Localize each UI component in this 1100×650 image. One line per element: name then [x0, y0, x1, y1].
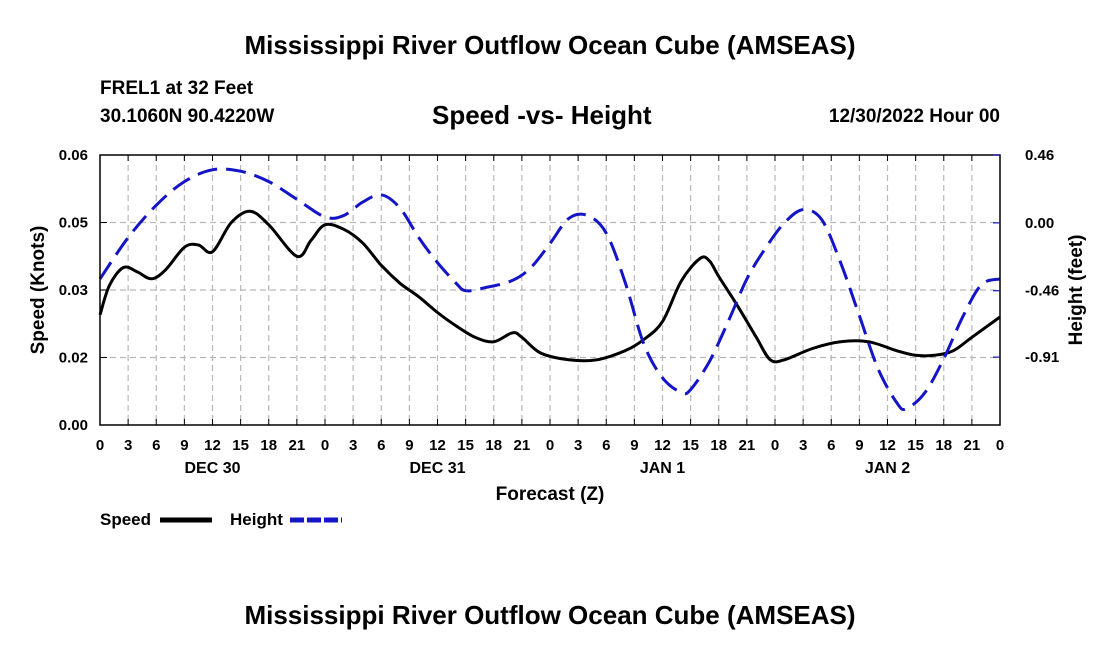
x-tick-label: 0: [996, 437, 1004, 454]
y-tick-label-left: 0.02: [59, 350, 88, 367]
chart-grid: [100, 155, 1000, 425]
x-tick-label: 0: [771, 437, 779, 454]
y-axis-label-right: Height (feet): [1066, 235, 1087, 346]
x-tick-label: 6: [152, 437, 160, 454]
x-tick-label: 21: [514, 437, 531, 454]
y-tick-label-left: 0.03: [59, 282, 88, 299]
x-tick-label: 6: [827, 437, 835, 454]
day-label: JAN 2: [865, 460, 910, 477]
y-tick-label-right: -0.91: [1025, 349, 1059, 366]
x-tick-label: 9: [405, 437, 413, 454]
y-axis-label-left: Speed (Knots): [28, 226, 49, 355]
x-tick-label: 12: [429, 437, 446, 454]
x-tick-label: 9: [630, 437, 638, 454]
day-label: DEC 31: [409, 460, 465, 477]
page-title: Mississippi River Outflow Ocean Cube (AM…: [244, 30, 856, 60]
y-tick-label-left: 0.00: [59, 417, 88, 434]
x-tick-label: 18: [935, 437, 952, 454]
chart-series: [98, 167, 1001, 412]
x-tick-label: 3: [349, 437, 357, 454]
series-height-line: [98, 167, 1001, 412]
x-tick-label: 3: [574, 437, 582, 454]
footer-title: Mississippi River Outflow Ocean Cube (AM…: [244, 600, 856, 630]
x-axis-label: Forecast (Z): [496, 484, 605, 505]
x-tick-label: 0: [546, 437, 554, 454]
x-tick-label: 0: [321, 437, 329, 454]
x-tick-label: 18: [485, 437, 502, 454]
y-tick-label-right: 0.00: [1025, 215, 1054, 232]
x-tick-label: 21: [739, 437, 756, 454]
x-tick-label: 0: [96, 437, 104, 454]
legend-label-speed: Speed: [100, 510, 151, 529]
x-tick-label: 12: [654, 437, 671, 454]
x-tick-label: 9: [855, 437, 863, 454]
y-tick-label-left: 0.06: [59, 147, 88, 164]
x-tick-label: 3: [799, 437, 807, 454]
x-tick-label: 6: [377, 437, 385, 454]
x-tick-label: 15: [232, 437, 249, 454]
x-tick-label: 21: [964, 437, 981, 454]
x-tick-label: 18: [710, 437, 727, 454]
x-tick-label: 6: [602, 437, 610, 454]
chart-ticks: 0 3 6 9 12 15 18 21 0 3 6 9 12 15 18 21 0 3 6 9 12 15 18 21 0 3 6 9…: [59, 147, 1059, 477]
x-tick-label: 15: [457, 437, 474, 454]
x-tick-label: 3: [124, 437, 132, 454]
y-tick-label-left: 0.05: [59, 215, 88, 232]
day-label: DEC 30: [184, 460, 240, 477]
x-tick-label: 12: [204, 437, 221, 454]
x-tick-label: 12: [879, 437, 896, 454]
forecast-timestamp: 12/30/2022 Hour 00: [828, 106, 1000, 127]
x-tick-label: 18: [260, 437, 277, 454]
series-speed-line: [98, 209, 1001, 364]
y-tick-label-right: -0.46: [1025, 283, 1059, 300]
x-tick-label: 15: [907, 437, 924, 454]
x-tick-label: 15: [682, 437, 699, 454]
x-tick-label: 9: [180, 437, 188, 454]
station-coords: 30.1060N 90.4220W: [100, 106, 275, 127]
day-label: JAN 1: [640, 460, 685, 477]
x-tick-label: 21: [289, 437, 306, 454]
y-tick-label-right: 0.46: [1025, 147, 1054, 164]
legend-label-height: Height: [230, 510, 283, 529]
legend: Speed Height: [100, 510, 342, 529]
chart-subtitle: Speed -vs- Height: [432, 100, 652, 130]
station-label: FREL1 at 32 Feet: [100, 78, 254, 99]
